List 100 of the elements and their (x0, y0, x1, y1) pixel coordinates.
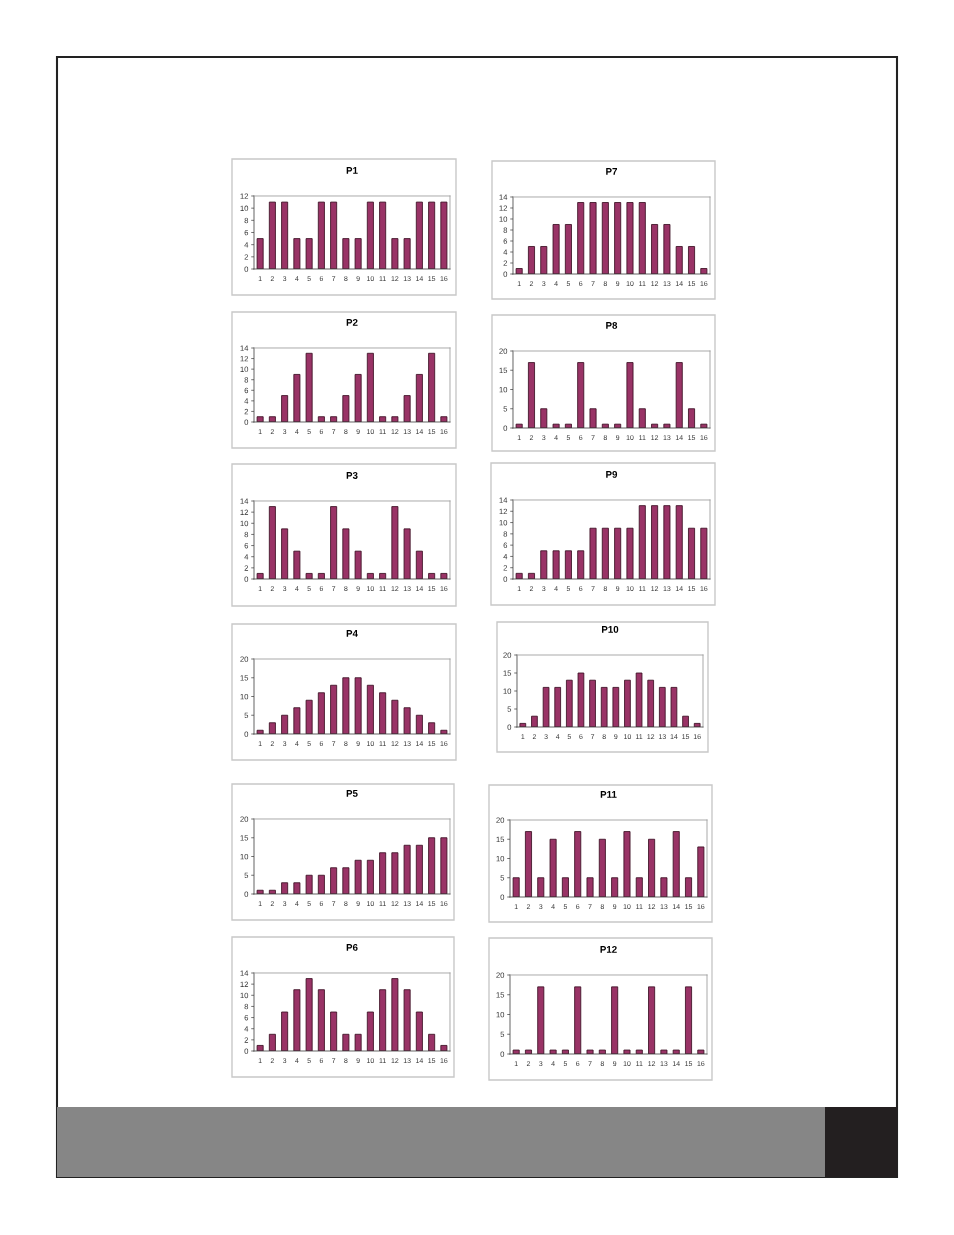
bar (554, 686, 562, 727)
chart-title: P8 (606, 321, 618, 329)
bar (403, 989, 411, 1051)
bar (281, 714, 289, 734)
bar (540, 246, 548, 274)
bar (330, 867, 338, 894)
bar (663, 224, 671, 274)
bar (415, 844, 423, 894)
bar (317, 416, 325, 422)
bar (391, 416, 399, 422)
bar (330, 416, 338, 422)
bar (688, 408, 696, 428)
bar (268, 1033, 276, 1051)
bar (354, 677, 362, 734)
bar (561, 877, 569, 897)
bar (293, 989, 301, 1051)
bar (354, 550, 362, 579)
bar (614, 527, 622, 579)
bar (391, 852, 399, 894)
bar (440, 1045, 448, 1051)
bar (293, 374, 301, 422)
chart-title: P2 (346, 318, 358, 326)
bar (527, 362, 535, 428)
bar (305, 978, 313, 1051)
bar (647, 679, 655, 727)
chart-title: P1 (346, 167, 358, 174)
bar (623, 831, 631, 897)
bar (403, 395, 411, 422)
chart-title: P11 (600, 791, 617, 798)
bar (577, 202, 585, 274)
bar (440, 837, 448, 894)
bar (589, 527, 597, 579)
bar (366, 1011, 374, 1051)
bar (317, 989, 325, 1051)
bar (524, 831, 532, 897)
bar (391, 506, 399, 579)
bar (651, 505, 659, 579)
chart-title: P6 (346, 943, 358, 951)
bar (330, 506, 338, 579)
chart-title: P10 (602, 625, 619, 633)
bar (268, 722, 276, 734)
bar (428, 1033, 436, 1051)
bar (611, 877, 619, 897)
bar (415, 374, 423, 422)
bar (428, 722, 436, 734)
chart-title: P7 (606, 168, 618, 175)
bar (638, 408, 646, 428)
bar (675, 246, 683, 274)
bar (428, 352, 436, 422)
bar (697, 846, 705, 897)
bar (542, 686, 550, 727)
bar (330, 1011, 338, 1051)
bar (330, 684, 338, 734)
chart-title: P5 (346, 790, 358, 797)
bar (700, 527, 708, 579)
bar (305, 699, 313, 734)
bar (317, 874, 325, 894)
bar (415, 1011, 423, 1051)
bar (268, 416, 276, 422)
bar (577, 362, 585, 428)
bar (577, 550, 585, 579)
bar (672, 831, 680, 897)
bar (624, 679, 631, 727)
bar (663, 505, 671, 579)
bar (379, 692, 387, 734)
bar (638, 202, 646, 274)
bar (688, 246, 696, 274)
bar (601, 527, 609, 579)
bar (440, 416, 448, 422)
bar (531, 715, 538, 727)
bar (305, 352, 313, 422)
bar (600, 686, 608, 727)
bar (651, 224, 659, 274)
bar (354, 1033, 362, 1051)
bar (549, 838, 557, 897)
bar (552, 224, 560, 274)
bar (626, 362, 634, 428)
bar (354, 374, 362, 422)
bar (281, 528, 289, 579)
bar (293, 550, 301, 579)
bar (658, 686, 666, 727)
bar (626, 527, 634, 579)
bar (403, 528, 411, 579)
bar (601, 202, 609, 274)
bar (256, 573, 264, 579)
bar (675, 505, 683, 579)
bar (700, 268, 708, 274)
bar (415, 550, 423, 579)
bar (688, 527, 696, 579)
bar (515, 572, 523, 579)
chart-title: P9 (606, 470, 618, 478)
bar (635, 672, 643, 727)
bar (512, 877, 520, 897)
bar (366, 859, 374, 894)
bar (391, 699, 399, 734)
bar (670, 686, 678, 727)
bar (540, 550, 548, 579)
bar (682, 715, 689, 727)
bar (281, 882, 289, 894)
bar (589, 408, 597, 428)
